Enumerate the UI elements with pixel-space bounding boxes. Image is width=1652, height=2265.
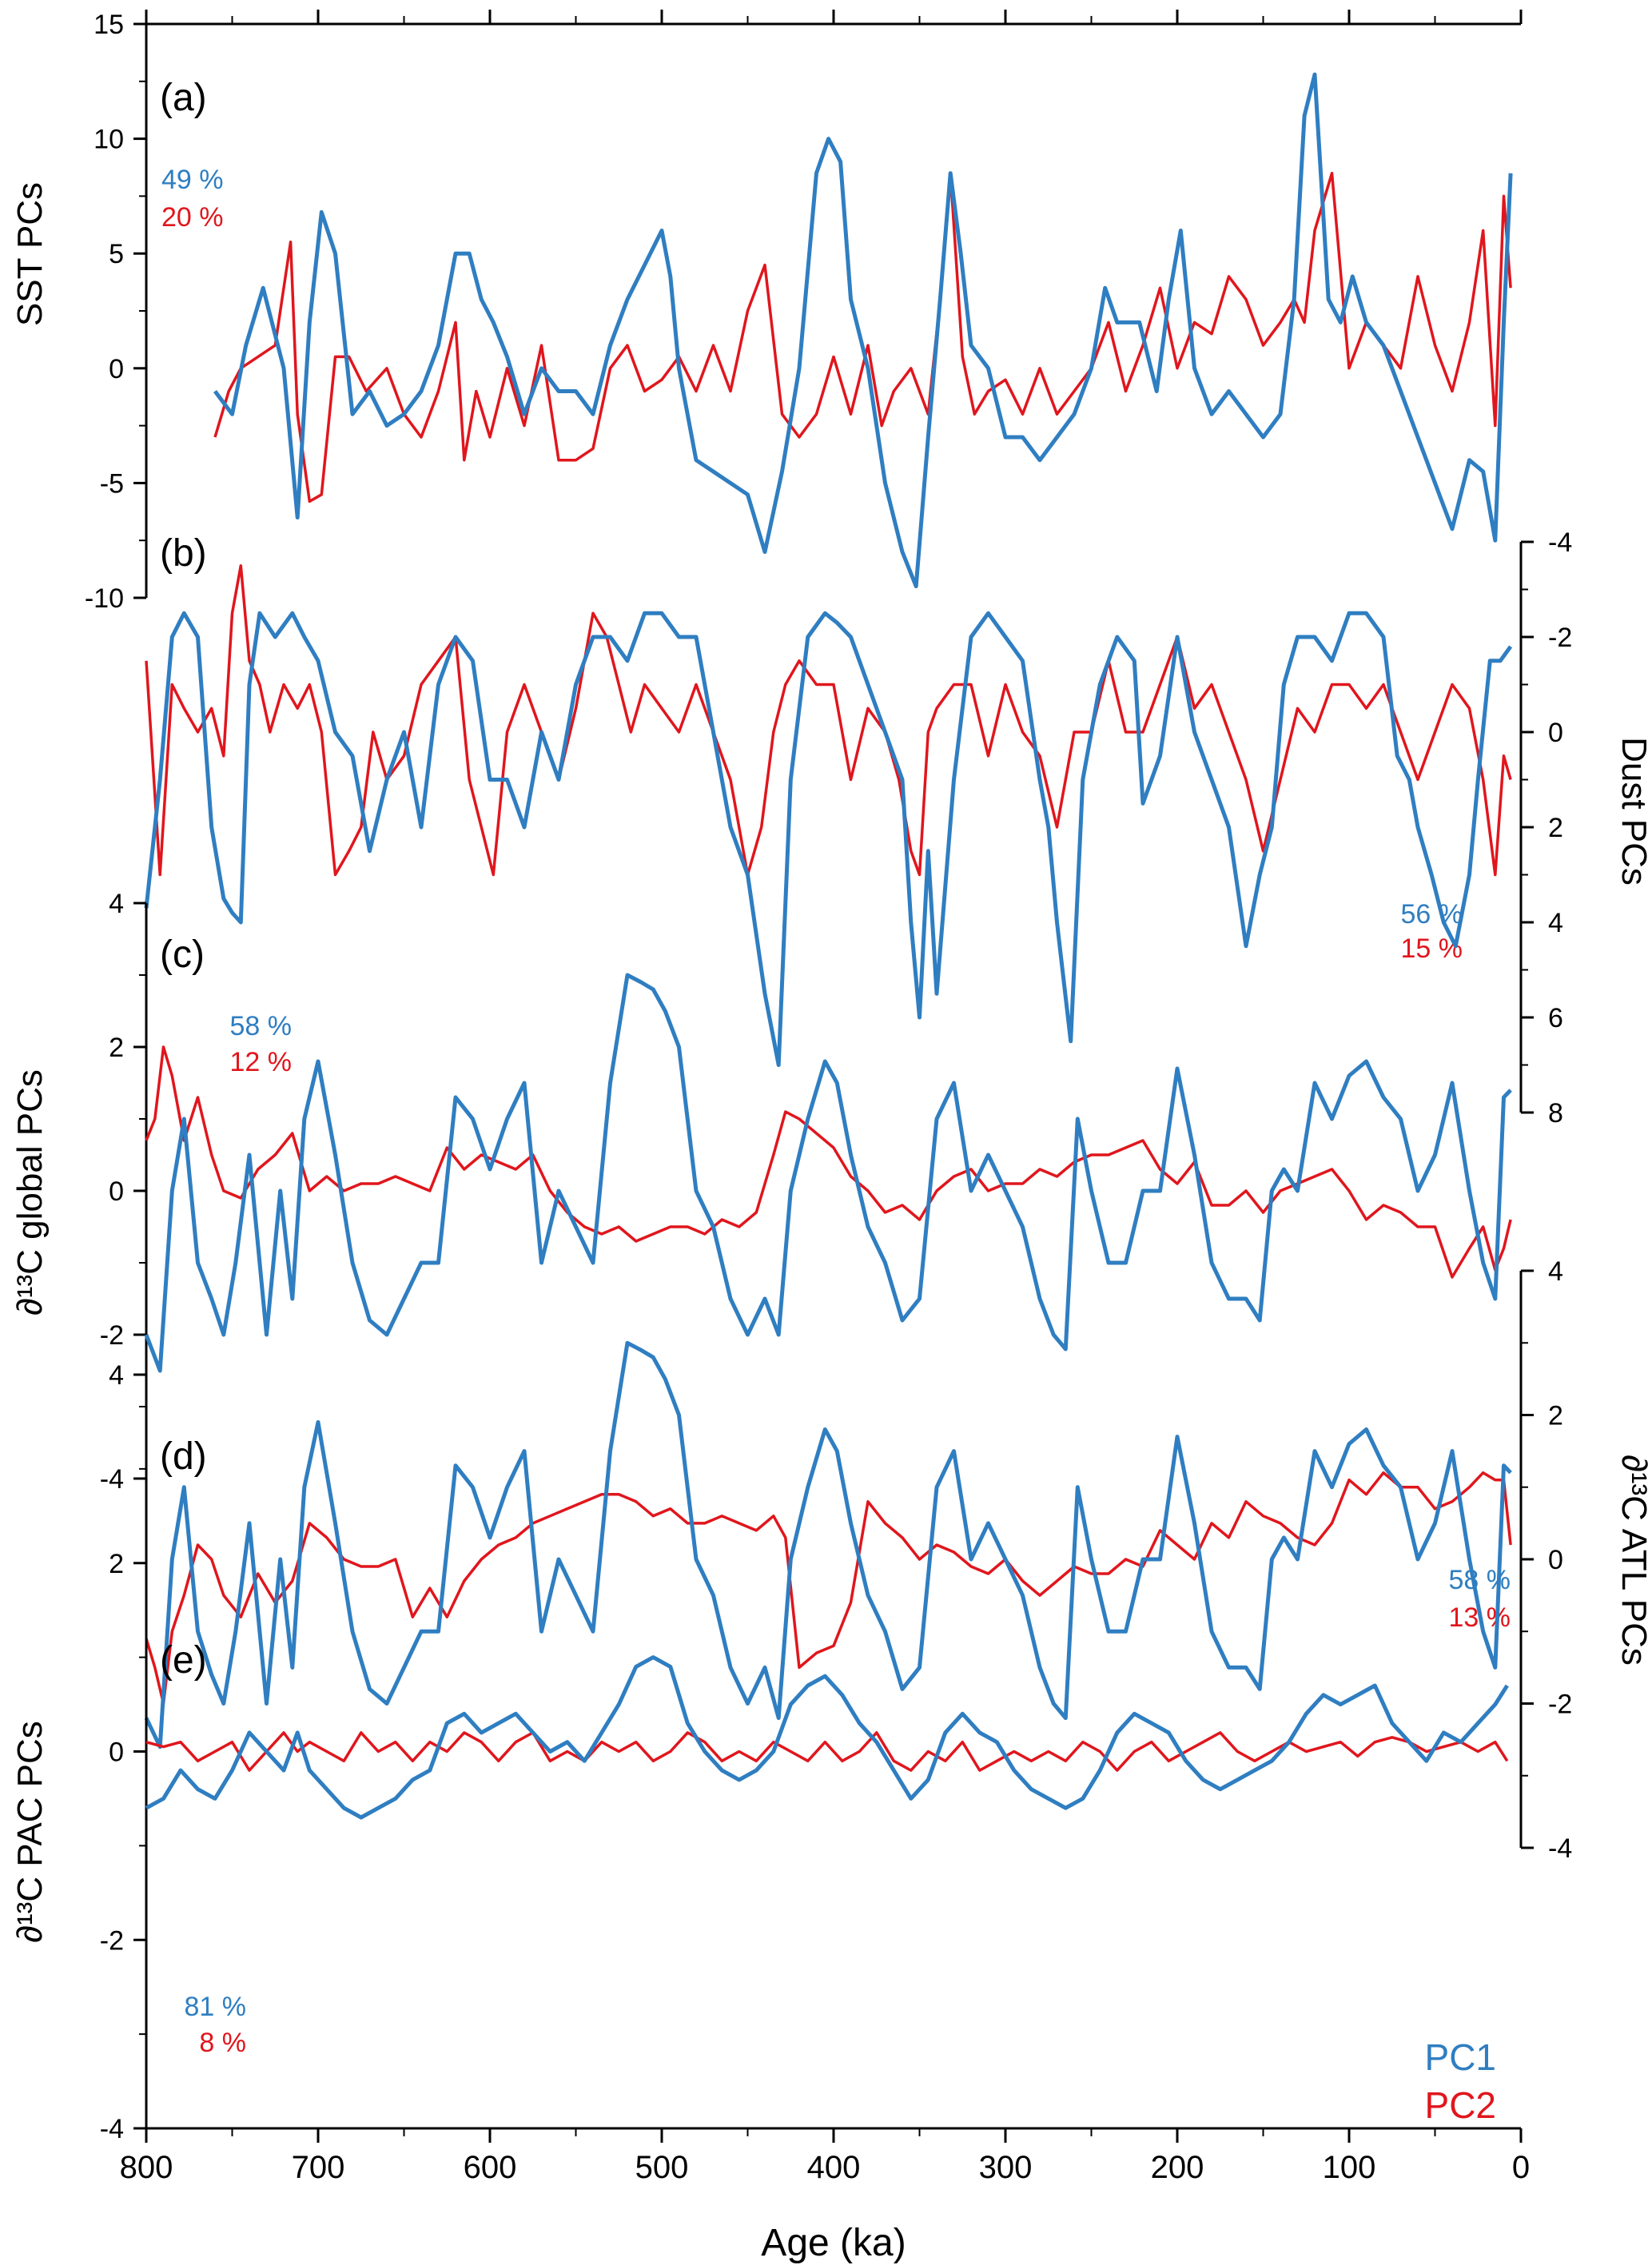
y-axis-label: Dust PCs: [1614, 737, 1652, 886]
legend-pc2: PC2: [1425, 2084, 1496, 2126]
x-tick-label: 300: [979, 2150, 1033, 2185]
legend-pc1: PC1: [1425, 2036, 1496, 2078]
y-axis-label: SST PCs: [10, 182, 50, 326]
x-tick-label: 0: [1512, 2150, 1530, 2185]
series-line-pc1: [213, 72, 1513, 589]
x-tick-label: 800: [120, 2150, 173, 2185]
y-tick-label: 4: [1548, 908, 1563, 938]
series-line-pc1: [144, 1340, 1512, 1750]
x-tick-label: 600: [464, 2150, 517, 2185]
y-tick-label: -4: [1548, 527, 1572, 558]
panel-label: (a): [160, 77, 207, 119]
x-tick-label: 500: [635, 2150, 689, 2185]
x-axis: 800 700 600 500 400 300 200 100 0: [120, 10, 1530, 2185]
series-line-pc2: [145, 1471, 1512, 1706]
panel-e: 4 2 0 -2 -4 ∂¹³C PAC PCs (e) 81 % 8 %: [10, 1360, 1509, 2144]
y-tick-label: 4: [109, 1360, 124, 1391]
y-tick-label: -4: [1548, 1833, 1572, 1864]
y-tick-label: -4: [100, 1464, 124, 1495]
panel-label: (e): [160, 1639, 207, 1682]
y-tick-label: 15: [94, 10, 124, 40]
y-tick-label: 2: [109, 1033, 124, 1063]
y-tick-label: 2: [1548, 1401, 1563, 1431]
y-tick-label: -2: [1548, 1690, 1572, 1720]
y-tick-label: 8: [1548, 1098, 1563, 1129]
y-tick-label: -2: [100, 1320, 124, 1351]
y-tick-label: 4: [1548, 1256, 1563, 1287]
variance-pc1: 58 %: [230, 1011, 293, 1041]
variance-pc1: 81 %: [185, 1992, 247, 2022]
y-tick-label: 2: [109, 1549, 124, 1579]
series-line-pc2: [145, 564, 1512, 877]
variance-pc2: 12 %: [230, 1047, 293, 1077]
y-axis-label: ∂¹³C PAC PCs: [10, 1721, 50, 1943]
variance-pc2: 8 %: [199, 2028, 246, 2058]
y-tick-label: 5: [109, 239, 124, 269]
x-tick-label: 200: [1151, 2150, 1204, 2185]
y-tick-label: 2: [1548, 813, 1563, 843]
panel-label: (d): [160, 1435, 207, 1478]
y-axis-label: ∂¹³C global PCs: [10, 1069, 50, 1316]
variance-pc2: 20 %: [161, 202, 224, 233]
y-tick-label: 6: [1548, 1003, 1563, 1033]
series-line-pc2: [213, 171, 1512, 504]
y-tick-label: -10: [85, 583, 124, 614]
x-axis-label: Age (ka): [761, 2222, 906, 2264]
y-tick-label: 0: [109, 1176, 124, 1207]
panels-layer: 15 10 5 0 -5 -10 SST PCs (a) 49 % 20 % -4 -2 0 2 4 6 8 Du…: [10, 10, 1652, 2144]
y-tick-label: 0: [1548, 718, 1563, 748]
panel-label: (b): [160, 532, 207, 575]
y-tick-label: 0: [109, 354, 124, 384]
y-axis-label: ∂¹³C ATL PCs: [1614, 1455, 1652, 1666]
panel-d: 420-2-4∂¹³C ATL PCs(d)58 %13 %: [144, 1256, 1652, 1864]
series-line-pc1: [144, 973, 1512, 1373]
series-line-pc1: [145, 1655, 1509, 1820]
variance-pc1: 56 %: [1401, 899, 1463, 929]
x-tick-label: 700: [292, 2150, 345, 2185]
y-tick-label: -5: [100, 468, 124, 499]
y-tick-label: -2: [1548, 623, 1572, 653]
panel-a: 15 10 5 0 -5 -10 SST PCs (a) 49 % 20 %: [10, 10, 1513, 614]
y-tick-label: 4: [109, 889, 124, 919]
series-line-pc1: [144, 611, 1513, 1067]
panel-label: (c): [160, 933, 205, 976]
x-tick-label: 400: [807, 2150, 861, 2185]
y-tick-label: 10: [94, 125, 124, 155]
y-tick-label: 0: [109, 1738, 124, 1768]
variance-pc1: 49 %: [161, 165, 224, 195]
series-line-pc2: [145, 1731, 1509, 1772]
y-tick-label: -4: [100, 2114, 124, 2144]
y-tick-label: -2: [100, 1925, 124, 1956]
x-tick-label: 100: [1323, 2150, 1376, 2185]
panel-c: 4 2 0 -2 -4 ∂¹³C global PCs (c) 58 % 12 %: [10, 889, 1512, 1495]
y-tick-label: 0: [1548, 1545, 1563, 1575]
